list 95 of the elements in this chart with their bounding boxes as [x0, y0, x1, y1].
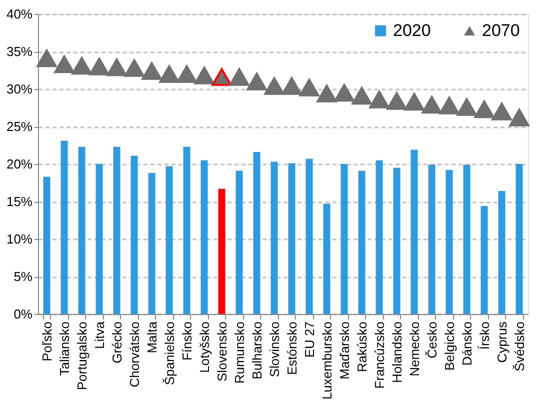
point: [246, 72, 267, 90]
x-tick-label: Španielsko: [162, 322, 177, 386]
bar: [463, 164, 470, 314]
bar: [393, 168, 400, 314]
bar: [498, 191, 506, 314]
bar: [113, 146, 120, 314]
point: [159, 65, 180, 83]
x-tick-label: Dánsko: [459, 322, 474, 366]
x-tick-label: Česko: [424, 322, 440, 358]
point: [509, 108, 530, 126]
bar: [130, 156, 138, 314]
x-tick-label: Slovinsko: [266, 322, 282, 378]
point: [106, 58, 127, 76]
y-tick-label: 20%: [6, 156, 33, 172]
x-tick-label: Cyprus: [494, 321, 510, 363]
bar: [270, 162, 278, 314]
bar: [516, 164, 523, 314]
x-tick-label: Belgicko: [442, 322, 457, 371]
point: [334, 84, 354, 102]
point: [142, 62, 162, 80]
x-tick-label: Estónsko: [284, 322, 300, 375]
point: [89, 58, 110, 76]
point: [264, 77, 284, 95]
y-tick-label: 15%: [6, 194, 33, 209]
x-tick-label: Rakúsko: [354, 322, 370, 372]
x-tick-label: Maďarsko: [336, 322, 352, 380]
y-tick-label: 35%: [6, 44, 33, 59]
x-tick-label: EU 27: [302, 322, 317, 358]
point: [194, 66, 214, 84]
point: [386, 92, 407, 110]
x-tick-label: Grécko: [109, 322, 124, 364]
point: [456, 98, 477, 116]
x-tick-label: Malta: [144, 320, 160, 354]
x-tick-label: Luxembursko: [319, 322, 334, 400]
x-tick-label: Francúzsko: [372, 322, 387, 389]
bar: [410, 150, 418, 314]
bar: [166, 166, 173, 314]
point: [369, 90, 390, 108]
x-tick-label: Švédsko: [512, 322, 527, 372]
point: [422, 96, 442, 114]
x-tick-label: Portugalsko: [74, 322, 90, 390]
point: [72, 56, 92, 75]
point: [316, 84, 337, 102]
point: [54, 55, 74, 74]
y-tick-label: 10%: [6, 232, 33, 246]
bar: [340, 164, 348, 314]
bar: [200, 160, 208, 314]
y-tick-label: 25%: [6, 119, 33, 134]
point: [282, 77, 302, 95]
x-tick-label: Slovensko: [214, 322, 230, 382]
bar: [306, 158, 313, 314]
y-tick-label: 0%: [14, 306, 33, 322]
legend-label: 2070: [482, 20, 520, 40]
bar: [288, 163, 296, 314]
bar: [96, 164, 103, 314]
bar: [148, 173, 156, 314]
x-tick-label: Fínsko: [179, 322, 194, 361]
bar: [236, 170, 243, 314]
point: [352, 86, 372, 105]
x-tick-label: Chorvátsko: [126, 322, 142, 388]
bar: [43, 176, 50, 314]
x-tick-label: Nemecko: [406, 322, 422, 376]
point: [492, 102, 512, 120]
point: [439, 96, 460, 114]
point: [299, 78, 320, 96]
bar: [446, 170, 453, 314]
legend-label: 2020: [393, 20, 431, 40]
point: [36, 49, 57, 68]
x-tick-label: Litva: [92, 320, 107, 349]
bar: [323, 204, 330, 314]
point: [474, 100, 494, 118]
bar: [428, 164, 436, 314]
bar: [480, 206, 488, 314]
point: [229, 68, 250, 86]
point: [176, 65, 197, 83]
bar: [358, 170, 366, 314]
x-tick-label: Poľsko: [39, 322, 54, 362]
x-tick-label: Írsko: [476, 322, 492, 350]
bar: [218, 188, 226, 314]
point: [404, 92, 424, 111]
y-tick-label: 5%: [14, 269, 33, 284]
bar: [60, 140, 68, 314]
bar: [78, 146, 86, 314]
y-tick-label: 30%: [6, 82, 33, 96]
x-tick-label: Holandsko: [389, 322, 404, 383]
x-tick-label: Taliansko: [56, 322, 72, 376]
x-tick-label: Bulharsko: [249, 322, 264, 380]
x-tick-label: Rumunsko: [232, 322, 247, 384]
bar: [183, 146, 190, 314]
point: [212, 68, 232, 86]
bar: [253, 152, 260, 314]
y-tick-label: 40%: [6, 6, 33, 22]
x-tick-label: Lotyšsko: [196, 322, 212, 373]
bar: [376, 160, 383, 314]
point: [124, 59, 144, 77]
